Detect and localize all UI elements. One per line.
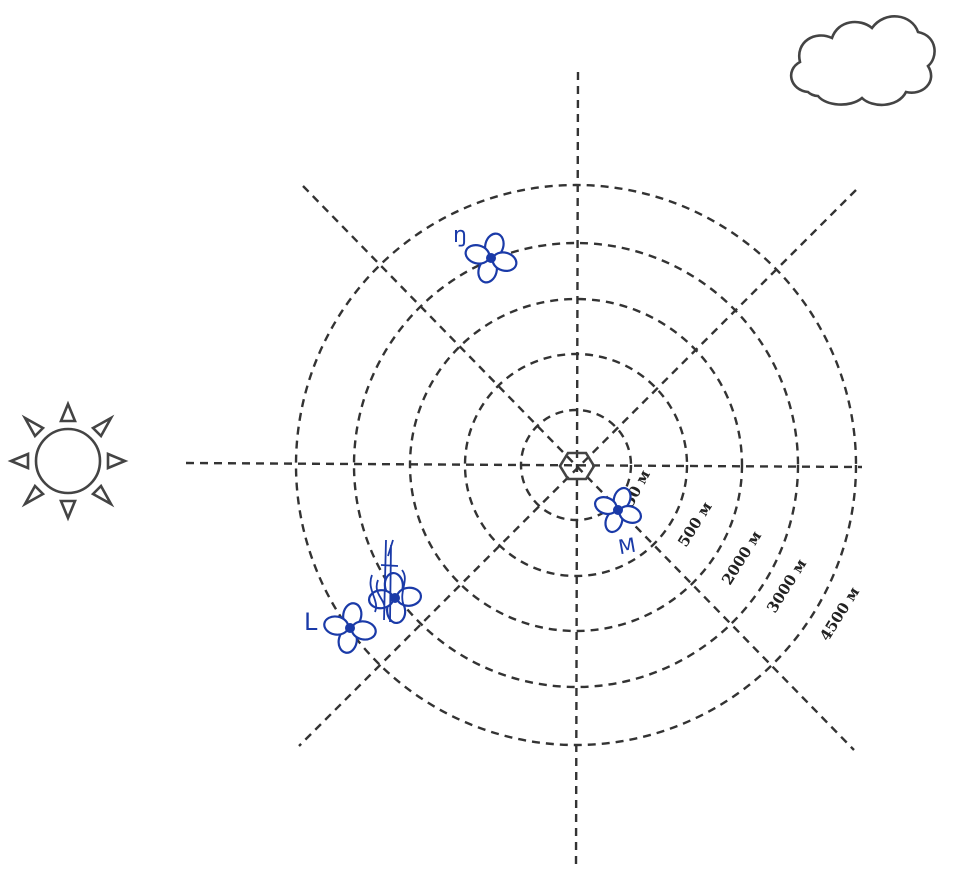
ring-labels: 50 м 500 м 2000 м 3000 м 4500 м <box>620 467 864 644</box>
flower-icon <box>464 232 518 284</box>
ring-2000 <box>408 297 744 633</box>
marker-label-lower-left: L <box>304 608 318 636</box>
ring-4500 <box>294 183 858 747</box>
scribble-marks <box>369 539 406 623</box>
rings <box>294 183 858 747</box>
flower-marker-top: ŋ <box>453 223 518 284</box>
axis-horizontal <box>185 461 863 469</box>
flower-marker-center: M <box>593 486 643 560</box>
flower-icon <box>367 571 423 625</box>
marker-label-center: M <box>616 533 637 560</box>
hexagon-icon <box>558 451 596 481</box>
ring-50 <box>519 408 633 522</box>
marker-label-top: ŋ <box>453 223 467 248</box>
flower-icon <box>593 486 643 534</box>
ring-3000 <box>352 241 800 689</box>
flower-icon <box>323 602 377 654</box>
axis-diagonal-ne-sw <box>298 189 857 747</box>
ring-label-500: 500 м <box>674 499 716 551</box>
ring-label-3000: 3000 м <box>763 556 810 616</box>
flower-marker-lower-left: L <box>304 539 423 654</box>
ring-label-4500: 4500 м <box>816 584 863 644</box>
ring-500 <box>463 352 689 578</box>
axes <box>185 71 863 867</box>
cloud-icon <box>789 15 936 107</box>
sun-icon <box>7 400 129 522</box>
